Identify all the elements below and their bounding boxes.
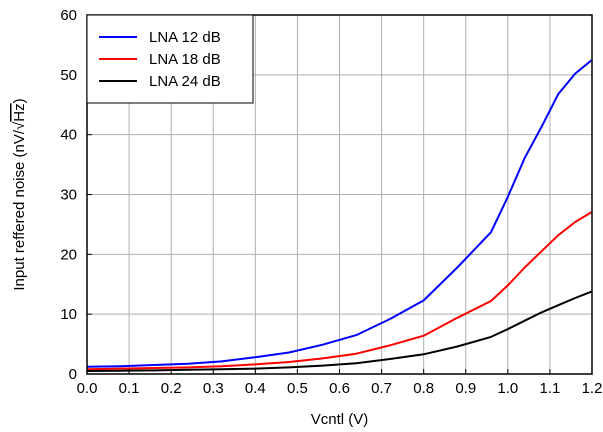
x-tick-label: 1.2 [582,380,603,397]
y-tick-label: 20 [60,246,77,263]
axis-ticks: 0.0 0.1 0.2 0.3 0.4 0.5 0.6 0.7 0.8 0.9 1.0 1.1 1.2 0… [60,7,602,397]
x-tick-label: 1.0 [497,380,518,397]
x-tick-label: 0.8 [413,380,434,397]
x-tick-label: 0.6 [329,380,350,397]
x-tick-label: 1.1 [539,380,560,397]
x-axis-title: Vcntl (V) [311,411,369,428]
y-axis-title-text: Input reffered noise (nV/√Hz) [11,98,28,290]
x-tick-label: 0.7 [371,380,392,397]
y-axis-title: Input reffered noise (nV/√Hz) [11,98,28,290]
y-tick-label: 40 [60,127,77,144]
y-axis-title-root: Hz [11,103,28,121]
y-tick-label: 30 [60,187,77,204]
legend-label-lna-24db: LNA 24 dB [149,73,221,90]
sqrt-sign: √ [11,121,28,130]
x-tick-label: 0.9 [455,380,476,397]
y-tick-label: 10 [60,306,77,323]
y-axis-title-prefix: Input reffered noise (nV/ [11,129,28,290]
legend-label-lna-18db: LNA 18 dB [149,51,221,68]
x-tick-label: 0.4 [245,380,266,397]
legend: LNA 12 dB LNA 18 dB LNA 24 dB [86,14,254,104]
y-tick-label: 60 [60,7,77,24]
series-line-lna-18-db [86,211,593,371]
series-line-lna-24-db [86,290,593,372]
x-tick-label: 0.1 [119,380,140,397]
x-tick-label: 0.0 [77,380,98,397]
series-lines [86,59,593,372]
legend-label-lna-12db: LNA 12 dB [149,29,221,46]
y-tick-label: 0 [69,366,77,383]
y-axis-title-suffix: ) [11,98,28,103]
series-line-lna-12-db [86,59,593,368]
x-tick-label: 0.2 [161,380,182,397]
x-tick-label: 0.5 [287,380,308,397]
x-tick-label: 0.3 [203,380,224,397]
y-tick-label: 50 [60,67,77,84]
